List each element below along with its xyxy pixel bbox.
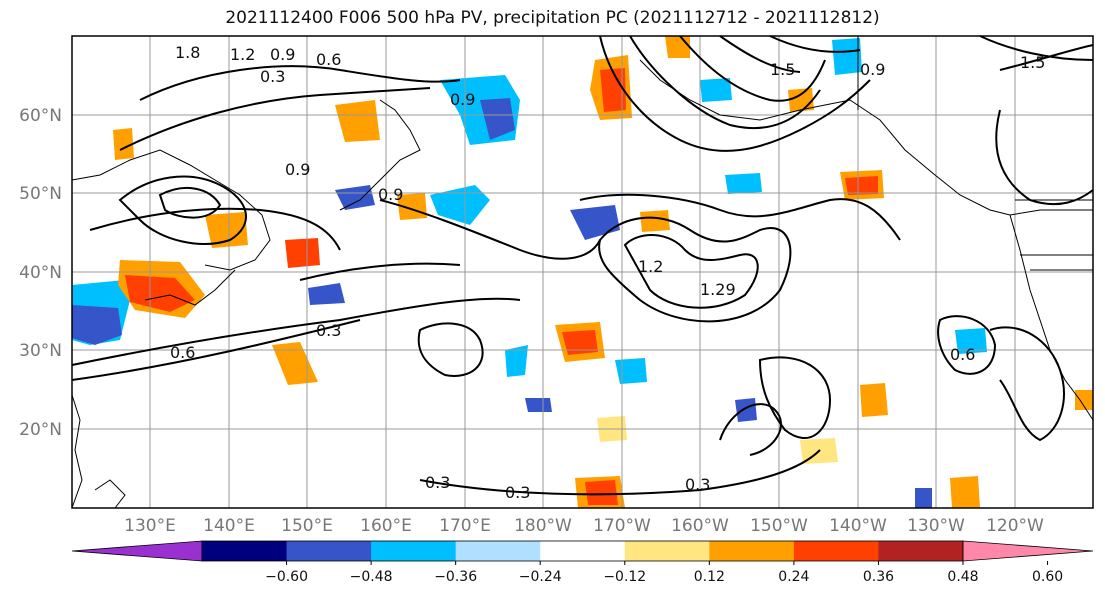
- lat-label: 60°N: [19, 106, 62, 126]
- colorbar-segment: [709, 541, 795, 561]
- precip-positive-patch: [600, 68, 626, 112]
- lon-label: 160°W: [671, 516, 729, 536]
- colorbar-tick-label: 0.24: [778, 569, 809, 585]
- precip-positive-patch: [562, 330, 598, 355]
- colorbar: −0.60 −0.48 −0.36 −0.24 −0.12 0.12 0.24 0.36 0.4…: [71, 540, 1094, 585]
- contour-label: 0.6: [170, 343, 195, 362]
- contour-label: 0.3: [316, 321, 341, 340]
- colorbar-segment: [793, 541, 879, 561]
- contour-label: 0.9: [285, 160, 310, 179]
- colorbar-segment: [878, 541, 964, 561]
- colorbar-frame: [201, 540, 964, 562]
- precip-positive-patch: [860, 383, 888, 417]
- contour-label: 0.9: [860, 60, 885, 79]
- precip-positive-patch: [285, 238, 320, 268]
- colorbar-segment: [286, 541, 372, 561]
- pv-contours: [71, 35, 1094, 496]
- lon-label: 130°E: [124, 516, 176, 536]
- precip-negative-patch: [955, 328, 987, 354]
- lon-label: 150°E: [281, 516, 333, 536]
- precip-positive-patch: [950, 476, 980, 508]
- colorbar-segment: [455, 541, 541, 561]
- lon-label: 170°W: [593, 516, 651, 536]
- colorbar-segment: [371, 541, 457, 561]
- colorbar-tick-label: −0.36: [434, 569, 477, 585]
- lon-label: 150°W: [750, 516, 808, 536]
- precip-negative-patch: [430, 185, 490, 225]
- lon-label: 180°W: [514, 516, 572, 536]
- contour-label: 0.3: [505, 483, 530, 502]
- precip-negative-patch: [735, 398, 757, 422]
- contour-label: 0.6: [316, 50, 341, 69]
- colorbar-over-segment: [962, 540, 1094, 562]
- contour-label: 0.3: [685, 475, 710, 494]
- precip-positive-patch: [335, 100, 380, 142]
- colorbar-tick-label: 0.48: [947, 569, 978, 585]
- contour-label: 0.9: [270, 45, 295, 64]
- colorbar-tick-label: −0.60: [265, 569, 308, 585]
- colorbar-segment: [202, 541, 288, 561]
- colorbar-tick-label: −0.12: [603, 569, 646, 585]
- precip-negative-patch: [915, 488, 932, 508]
- contour-label: 1.8: [175, 43, 200, 62]
- precip-positive-patch: [665, 36, 690, 58]
- colorbar-segment: [624, 541, 710, 561]
- lat-label: 30°N: [19, 341, 62, 361]
- contour-label: 0.6: [950, 345, 975, 364]
- precip-positive-patch: [125, 275, 195, 312]
- precip-positive-patch: [1075, 390, 1093, 410]
- contour-label: 1.2: [230, 45, 255, 64]
- pv-contour-labels: 0.6 0.3 0.3 0.3 0.3 0.3 0.6 0.9 0.9 0.9 …: [170, 43, 1045, 502]
- lon-label: 140°W: [829, 516, 887, 536]
- colorbar-tick-label: −0.24: [519, 569, 562, 585]
- lon-label: 170°E: [439, 516, 491, 536]
- precip-positive-patch: [845, 176, 878, 195]
- lat-label: 40°N: [19, 263, 62, 283]
- precip-positive-patch: [585, 480, 618, 505]
- lon-label: 120°W: [986, 516, 1044, 536]
- precip-positive-patch: [640, 210, 670, 232]
- contour-label: 1.5: [1020, 53, 1045, 72]
- colorbar-tick-label: −0.48: [350, 569, 393, 585]
- colorbar-tick-label: 0.60: [1032, 569, 1063, 585]
- lat-label: 20°N: [19, 420, 62, 440]
- coastlines: [71, 36, 1094, 509]
- precip-negative-patch: [725, 173, 762, 194]
- precip-negative-patch: [308, 283, 345, 305]
- precip-negative-patch: [480, 98, 515, 140]
- precip-negative-patch: [335, 185, 375, 210]
- colorbar-tick-label: 0.36: [863, 569, 894, 585]
- longitude-labels: 130°E 140°E 150°E 160°E 170°E 180°W 170°…: [124, 516, 1044, 536]
- lon-label: 130°W: [907, 516, 965, 536]
- precip-negative-patch: [832, 38, 862, 75]
- precip-positive-patch: [113, 128, 134, 160]
- contour-label: 0.9: [378, 185, 403, 204]
- precip-negative-patch: [700, 78, 732, 102]
- contour-label: 0.9: [450, 90, 475, 109]
- contour-label: 1.29: [700, 280, 736, 299]
- graticule: [72, 36, 1093, 508]
- precip-anomaly-layer: [72, 36, 1093, 508]
- contour-label: 1.2: [638, 257, 663, 276]
- map-title: 2021112400 F006 500 hPa PV, precipitatio…: [225, 8, 880, 28]
- contour-label: 0.3: [260, 67, 285, 86]
- precip-positive-patch: [397, 193, 427, 220]
- precip-negative-patch: [525, 398, 552, 412]
- contour-label: 1.5: [770, 60, 795, 79]
- colorbar-under-segment: [71, 540, 203, 562]
- precip-negative-patch: [72, 305, 122, 345]
- precip-negative-patch: [615, 358, 647, 384]
- colorbar-tick-label: 0.12: [694, 569, 725, 585]
- lon-label: 160°E: [360, 516, 412, 536]
- precip-positive-patch: [205, 212, 248, 248]
- latitude-labels: 60°N 50°N 40°N 30°N 20°N: [19, 106, 62, 440]
- lat-label: 50°N: [19, 184, 62, 204]
- lon-label: 140°E: [203, 516, 255, 536]
- colorbar-segment: [540, 541, 626, 561]
- contour-label: 0.3: [425, 473, 450, 492]
- map-frame: [71, 35, 1094, 509]
- precip-negative-patch: [505, 345, 528, 377]
